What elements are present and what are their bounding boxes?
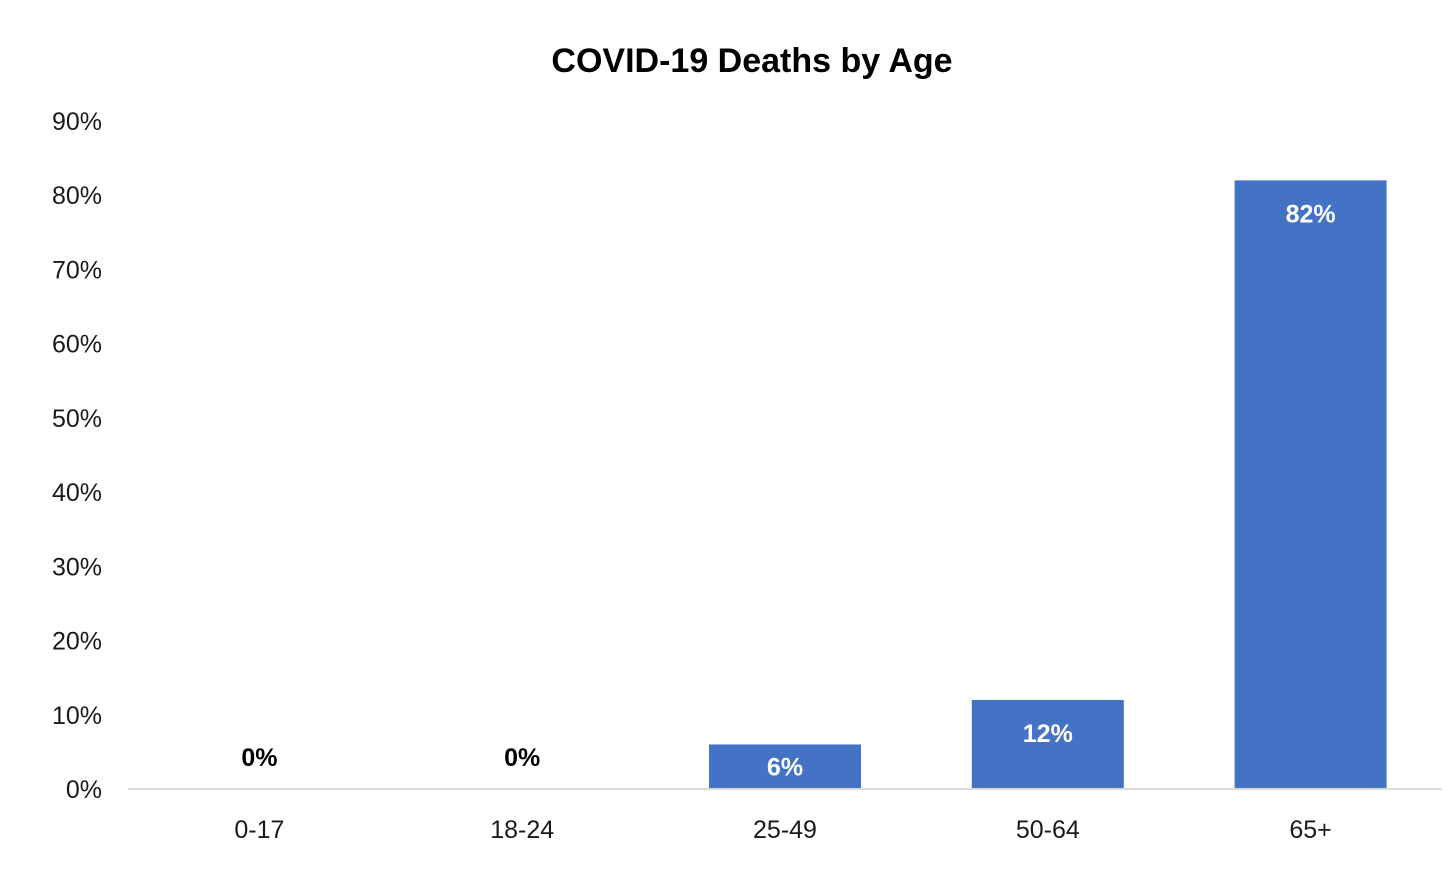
x-tick-label: 65+ bbox=[1289, 816, 1331, 844]
x-axis-tick-labels: 0-17 18-24 25-49 50-64 65+ bbox=[234, 816, 1331, 844]
data-label: 12% bbox=[1023, 720, 1073, 748]
data-label: 82% bbox=[1286, 200, 1336, 228]
bar-65+ bbox=[1234, 180, 1387, 789]
y-tick-label: 0% bbox=[66, 776, 102, 804]
bar-50-64 bbox=[971, 699, 1124, 789]
bar-25-49 bbox=[709, 744, 861, 789]
y-tick-label: 20% bbox=[52, 628, 102, 656]
y-tick-label: 40% bbox=[52, 479, 102, 507]
data-label: 0% bbox=[241, 744, 277, 772]
y-tick-label: 90% bbox=[52, 108, 102, 136]
x-tick-label: 25-49 bbox=[753, 816, 817, 844]
bar-series bbox=[709, 180, 1387, 789]
y-tick-label: 80% bbox=[52, 182, 102, 210]
y-tick-label: 60% bbox=[52, 331, 102, 359]
data-labels: 0% 0% 6% 12% 82% bbox=[241, 200, 1335, 781]
data-label: 0% bbox=[504, 744, 540, 772]
data-label: 6% bbox=[767, 754, 803, 782]
y-tick-label: 70% bbox=[52, 256, 102, 284]
x-tick-label: 0-17 bbox=[234, 816, 284, 844]
x-tick-label: 50-64 bbox=[1016, 816, 1080, 844]
y-tick-label: 50% bbox=[52, 405, 102, 433]
y-axis-tick-labels: 0% 10% 20% 30% 40% 50% 60% 70% 80% 90% bbox=[52, 108, 102, 804]
y-tick-label: 10% bbox=[52, 702, 102, 730]
y-tick-label: 30% bbox=[52, 553, 102, 581]
chart-title: COVID-19 Deaths by Age bbox=[551, 42, 952, 80]
x-tick-label: 18-24 bbox=[490, 816, 554, 844]
